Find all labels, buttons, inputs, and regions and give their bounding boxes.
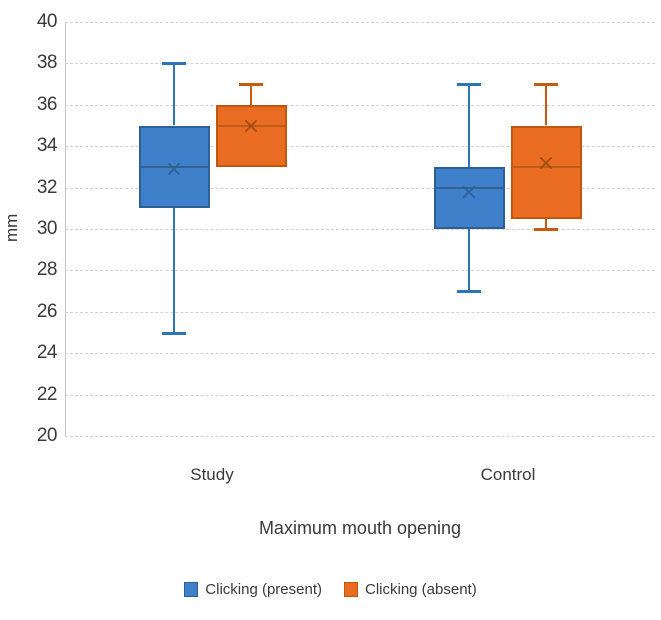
y-tick-label-28: 28	[36, 259, 58, 281]
whisker-upper-control-clicking-present	[468, 84, 470, 167]
gridline-20	[65, 436, 655, 437]
legend: Clicking (present) Clicking (absent)	[0, 581, 661, 598]
y-tick-label-22: 22	[36, 383, 58, 405]
plot-area	[65, 22, 655, 437]
gridline-34	[65, 146, 655, 148]
gridline-26	[65, 311, 655, 313]
whisker-upper-control-clicking-absent	[545, 84, 547, 126]
box-study-clicking-absent	[215, 104, 287, 167]
whisker-cap-upper-study-clicking-present	[162, 62, 186, 66]
gridline-32	[65, 187, 655, 189]
whisker-cap-lower-control-clicking-present	[457, 290, 481, 294]
y-tick-label-24: 24	[36, 342, 58, 364]
gridline-40	[65, 22, 655, 23]
legend-label-present: Clicking (present)	[205, 581, 322, 598]
mean-marker-study-clicking-present	[167, 162, 181, 176]
gridline-22	[65, 394, 655, 396]
gridline-28	[65, 270, 655, 272]
x-category-label-control: Control	[480, 465, 536, 484]
legend-swatch-absent	[344, 582, 358, 597]
x-axis-title: Maximum mouth opening	[258, 518, 462, 538]
whisker-upper-study-clicking-absent	[250, 84, 252, 105]
whisker-lower-control-clicking-present	[468, 229, 470, 292]
legend-item-clicking-absent: Clicking (absent)	[344, 581, 477, 598]
gridline-36	[65, 104, 655, 106]
y-tick-label-30: 30	[36, 218, 58, 239]
legend-item-clicking-present: Clicking (present)	[184, 581, 322, 598]
x-category-label-study: Study	[190, 465, 234, 484]
box-control-clicking-absent	[510, 125, 582, 219]
mean-marker-control-clicking-present	[462, 185, 476, 199]
whisker-upper-study-clicking-present	[173, 63, 175, 126]
y-tick-label-20: 20	[36, 425, 58, 446]
whisker-lower-control-clicking-absent	[545, 218, 547, 229]
gridline-30	[65, 229, 655, 230]
mean-marker-study-clicking-absent	[244, 119, 258, 133]
y-tick-label-36: 36	[36, 93, 58, 115]
box-control-clicking-present	[433, 166, 505, 229]
y-tick-label-40: 40	[36, 11, 58, 32]
median-control-clicking-present	[435, 186, 503, 189]
whisker-cap-upper-control-clicking-present	[457, 83, 481, 87]
legend-label-absent: Clicking (absent)	[365, 581, 477, 598]
gridline-24	[65, 353, 655, 355]
y-tick-label-26: 26	[36, 300, 58, 322]
whisker-lower-study-clicking-present	[173, 208, 175, 333]
whisker-cap-upper-study-clicking-absent	[239, 83, 263, 87]
legend-swatch-present	[184, 582, 199, 597]
whisker-cap-upper-control-clicking-absent	[534, 83, 558, 87]
mean-marker-control-clicking-absent	[539, 156, 553, 170]
whisker-cap-lower-control-clicking-absent	[534, 228, 558, 231]
y-tick-label-32: 32	[36, 176, 58, 198]
whisker-cap-lower-study-clicking-present	[162, 331, 186, 335]
y-tick-label-38: 38	[36, 52, 58, 74]
y-tick-label-34: 34	[36, 135, 58, 157]
gridline-38	[65, 63, 655, 65]
median-control-clicking-absent	[512, 165, 580, 168]
